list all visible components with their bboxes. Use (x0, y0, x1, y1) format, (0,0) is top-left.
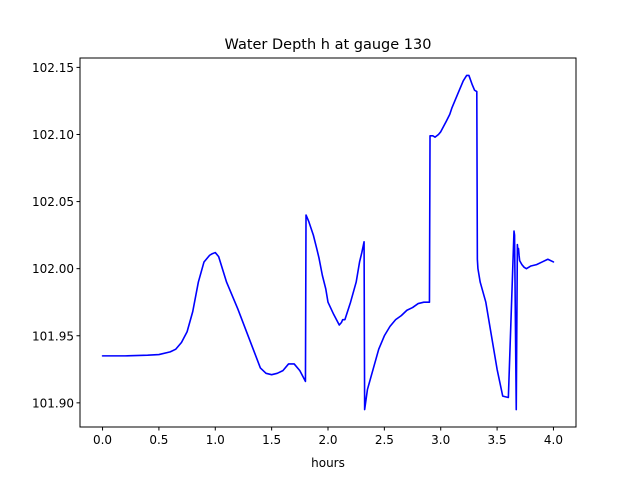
x-tick-label: 3.0 (431, 433, 450, 447)
x-tick-label: 1.5 (262, 433, 281, 447)
x-axis-label: hours (311, 456, 345, 470)
y-tick-label: 101.95 (32, 329, 74, 343)
x-tick-label: 2.0 (318, 433, 337, 447)
y-tick-label: 102.00 (32, 262, 74, 276)
chart-title: Water Depth h at gauge 130 (225, 37, 432, 53)
series-line-0 (101, 74, 555, 411)
axes-frame (79, 57, 577, 428)
x-tick-label: 3.5 (488, 433, 507, 447)
x-tick-label: 2.5 (375, 433, 394, 447)
x-tick-label: 0.0 (93, 433, 112, 447)
x-tick-label: 0.5 (149, 433, 168, 447)
x-tick-label: 4.0 (544, 433, 563, 447)
y-tick-label: 101.90 (32, 396, 74, 410)
y-tick-label: 102.15 (32, 61, 74, 75)
y-tick-label: 102.10 (32, 128, 74, 142)
y-axis-ticks: 101.90 101.95 102.00 102.05 102.10 102.15 (32, 61, 80, 410)
x-tick-label: 1.0 (206, 433, 225, 447)
plot-area (101, 74, 555, 411)
x-axis-ticks: 0.0 0.5 1.0 1.5 2.0 2.5 3.0 3.5 4.0 (93, 427, 563, 447)
y-tick-label: 102.05 (32, 195, 74, 209)
